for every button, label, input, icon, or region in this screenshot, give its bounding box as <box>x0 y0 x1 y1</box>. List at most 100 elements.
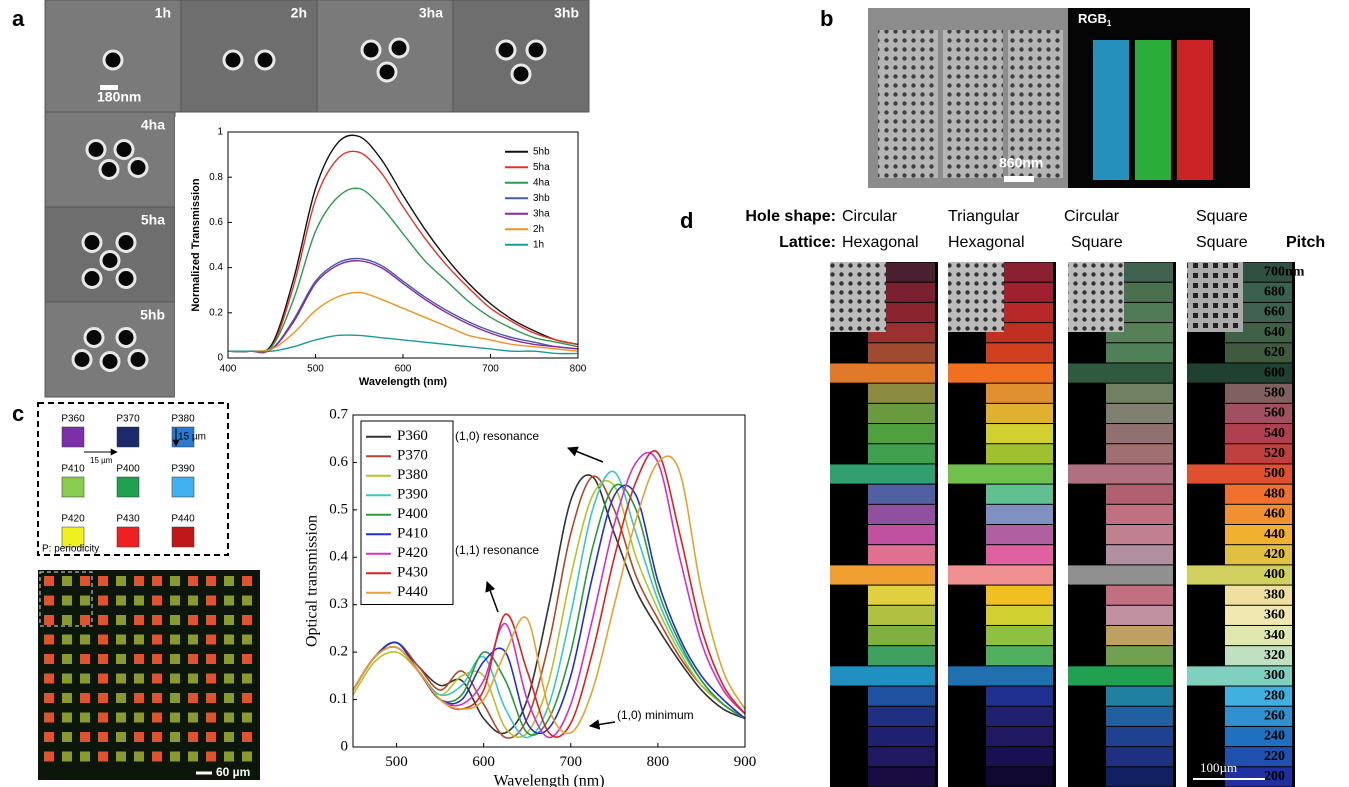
panel-label: a <box>12 6 25 31</box>
color-stripe <box>1225 504 1292 524</box>
x-tick-label: 700 <box>482 364 499 375</box>
series-line <box>352 475 746 739</box>
array-square <box>188 595 198 606</box>
color-stripe <box>1106 383 1173 403</box>
color-stripe <box>868 484 935 504</box>
array-square <box>170 751 180 762</box>
pitch-label: 700nm <box>1264 264 1305 279</box>
nanohole <box>102 49 124 71</box>
color-swatch <box>171 476 195 498</box>
array-square <box>134 595 144 606</box>
color-stripe <box>1225 525 1292 545</box>
array-square <box>170 615 180 625</box>
color-stripe <box>1187 464 1292 484</box>
array-square <box>134 673 144 684</box>
array-square <box>44 576 54 586</box>
y-tick-label: 0.2 <box>209 307 223 318</box>
pitch-label: 420 <box>1264 547 1285 562</box>
color-stripe <box>1225 545 1292 565</box>
nanohole <box>115 268 137 289</box>
color-stripe <box>986 605 1053 625</box>
array-square <box>188 654 198 664</box>
nanohole <box>85 139 107 160</box>
annotation: (1,0) minimum <box>617 708 694 722</box>
nanohole <box>376 61 398 83</box>
array-square <box>224 615 234 625</box>
legend-label: 5hb <box>533 146 550 157</box>
color-stripe <box>868 686 935 706</box>
color-stripe <box>1135 40 1171 180</box>
pitch-label: 600 <box>1264 365 1285 380</box>
series-line <box>227 291 579 353</box>
color-stripe <box>868 525 935 545</box>
y-tick-label: 0 <box>217 353 223 364</box>
color-stripe <box>1225 605 1292 625</box>
scale-bar-label: 860nm <box>999 155 1043 171</box>
array-square <box>116 654 126 664</box>
legend-label: P400 <box>397 506 428 522</box>
spacing-label: 15 µm <box>90 456 113 465</box>
array-square <box>242 634 252 645</box>
array-square <box>98 576 108 586</box>
pitch-label: 560 <box>1264 406 1285 421</box>
swatch-label: P370 <box>116 414 140 425</box>
array-square <box>206 673 216 684</box>
array-square <box>134 654 144 664</box>
sem-inset <box>830 262 886 332</box>
array-square <box>44 654 54 664</box>
swatch-label: P400 <box>116 464 140 475</box>
nanohole <box>83 327 105 348</box>
tile-label: 2h <box>291 5 307 21</box>
swatch-label: P360 <box>61 414 85 425</box>
y-tick-label: 0.5 <box>329 501 348 517</box>
array-square <box>170 654 180 664</box>
array-square <box>206 751 216 762</box>
color-swatch <box>116 526 140 548</box>
pitch-label: 460 <box>1264 507 1285 522</box>
array-square <box>170 712 180 723</box>
array-square <box>62 712 72 723</box>
color-stripe <box>948 363 1053 383</box>
pitch-label: 400 <box>1264 567 1285 582</box>
array-square <box>206 595 216 606</box>
plot-frame <box>227 131 579 359</box>
color-stripe <box>1068 565 1173 585</box>
array-square <box>62 615 72 625</box>
pitch-label: 380 <box>1264 587 1285 602</box>
x-tick-label: 600 <box>395 364 412 375</box>
array-square <box>152 712 162 723</box>
array-square <box>224 712 234 723</box>
color-stripe <box>1177 40 1213 180</box>
array-square <box>80 576 90 586</box>
array-square <box>242 615 252 625</box>
legend-label: 4ha <box>533 177 550 188</box>
series-line <box>227 260 579 353</box>
color-stripe <box>868 343 935 363</box>
color-stripe <box>1106 747 1173 767</box>
inset-region <box>39 571 93 627</box>
color-stripe <box>868 726 935 747</box>
lattice: Square <box>1071 234 1123 251</box>
nanohole <box>81 232 103 253</box>
color-stripe <box>986 706 1053 726</box>
color-stripe <box>1225 383 1292 403</box>
color-stripe <box>1225 424 1292 444</box>
panel-label: c <box>12 401 24 426</box>
swatch-label: P440 <box>171 514 195 525</box>
color-stripe <box>948 464 1053 484</box>
y-tick-label: 0.3 <box>329 596 348 612</box>
hole-array <box>1008 30 1063 178</box>
array-square <box>116 576 126 586</box>
y-tick-label: 0.8 <box>209 172 223 183</box>
tile-label: 3hb <box>554 5 579 21</box>
color-stripe <box>1187 363 1292 383</box>
array-square <box>188 712 198 723</box>
sem-tile <box>452 0 590 113</box>
nanohole <box>254 49 276 71</box>
color-stripe <box>1225 726 1292 747</box>
color-stripe <box>986 343 1053 363</box>
array-square <box>44 693 54 703</box>
pitch-label: 640 <box>1264 325 1285 340</box>
x-tick-label: 400 <box>220 364 237 375</box>
color-stripe <box>830 565 935 585</box>
